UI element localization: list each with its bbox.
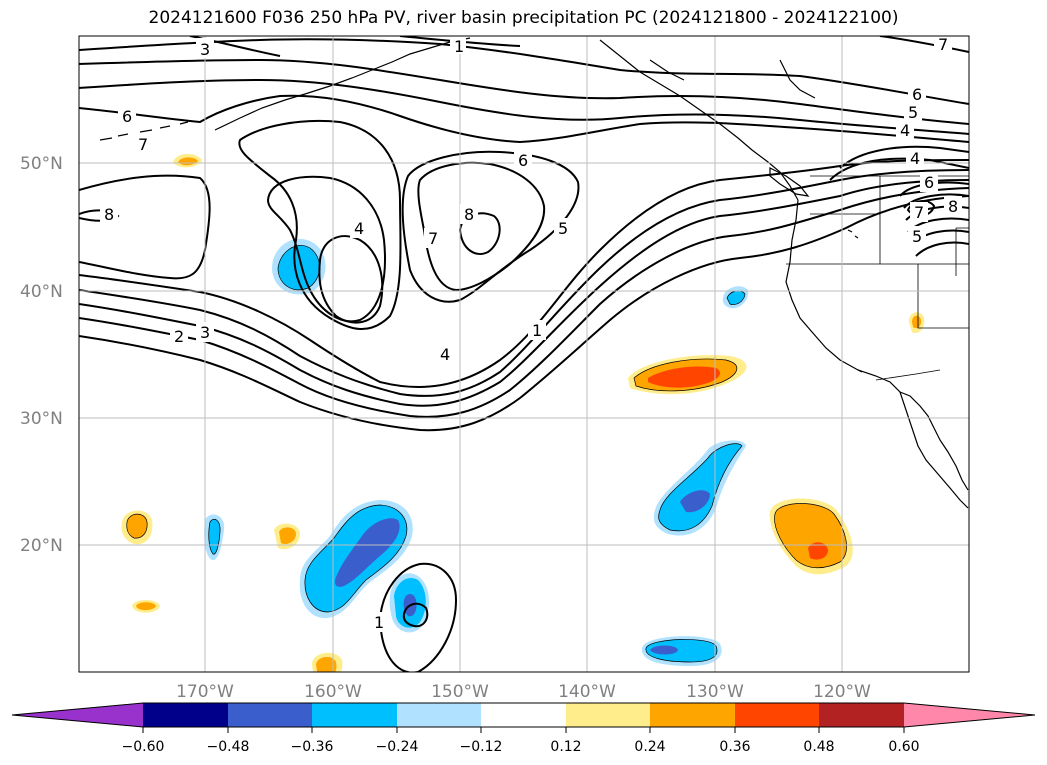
contour-label: 7	[428, 229, 438, 248]
colorbar-tick-label: −0.12	[460, 739, 503, 755]
contour-label: 6	[912, 85, 922, 104]
contour-label: 7	[938, 35, 948, 54]
colorbar-tick-label: −0.48	[207, 739, 250, 755]
lat-label: 30°N	[20, 409, 63, 429]
contour-label: 4	[910, 149, 920, 168]
contour-label: 7	[138, 135, 148, 154]
contour-label: 5	[908, 103, 918, 122]
colorbar-tick-label: −0.36	[291, 739, 334, 755]
colorbar-segment	[397, 703, 481, 727]
contour-label: 3	[200, 323, 210, 342]
colorbar-tick-label: 0.24	[634, 739, 665, 755]
contour-label: 6	[518, 151, 528, 170]
map-frame	[78, 35, 970, 673]
contour-label: 6	[924, 173, 934, 192]
contour-label: 7	[914, 203, 924, 222]
colorbar-segment	[143, 703, 228, 727]
colorbar-segment	[735, 703, 819, 727]
colorbar: −0.60 −0.48 −0.36 −0.24 −0.12 0.12 0.24 …	[11, 702, 1036, 755]
contour-label: 8	[104, 205, 114, 224]
colorbar-segment	[650, 703, 735, 727]
contour-label: 3	[200, 40, 210, 59]
contour-label: 4	[440, 345, 450, 364]
colorbar-extend-right	[904, 703, 1035, 727]
colorbar-tick-label: 0.60	[888, 739, 919, 755]
contour-label: 1	[532, 321, 542, 340]
lat-labels: 50°N 40°N 30°N 20°N	[20, 154, 63, 556]
colorbar-segment	[312, 703, 397, 727]
map-title: 2024121600 F036 250 hPa PV, river basin …	[148, 8, 899, 28]
precip-outlines	[126, 245, 847, 663]
borders	[786, 175, 969, 381]
contour-label: 5	[912, 227, 922, 246]
pv-contours	[79, 36, 969, 672]
contour-label: 4	[354, 219, 364, 238]
grid	[79, 36, 969, 672]
contour-label: 6	[122, 107, 132, 126]
contour-label: 8	[948, 197, 958, 216]
lon-label: 130°W	[686, 682, 744, 702]
contour-label: 1	[454, 37, 464, 56]
lat-label: 40°N	[20, 282, 63, 302]
contour-label: 1	[374, 613, 384, 632]
colorbar-tick-label: 0.36	[719, 739, 750, 755]
colorbar-tick-label: −0.24	[376, 739, 419, 755]
lon-label: 170°W	[176, 682, 234, 702]
colorbar-segment	[819, 703, 904, 727]
lon-label: 160°W	[304, 682, 362, 702]
lon-labels: 170°W 160°W 150°W 140°W 130°W 120°W	[176, 682, 871, 702]
lat-label: 50°N	[20, 154, 63, 174]
colorbar-segment	[481, 703, 566, 727]
colorbar-segment	[228, 703, 312, 727]
contour-label: 5	[558, 219, 568, 238]
colorbar-tick-label: −0.60	[122, 739, 165, 755]
contour-label: 8	[464, 205, 474, 224]
contour-label: 2	[174, 327, 184, 346]
contour-labels: 3 1 6 7 2 3 7 6 4 8 7 5 1 4	[100, 35, 962, 632]
colorbar-tick-label: 0.12	[550, 739, 581, 755]
lat-label: 20°N	[20, 536, 63, 556]
contour-label: 4	[900, 121, 910, 140]
colorbar-tick-label: 0.48	[803, 739, 834, 755]
colorbar-segment	[566, 703, 650, 727]
lon-label: 120°W	[813, 682, 871, 702]
lon-label: 150°W	[431, 682, 489, 702]
lon-label: 140°W	[558, 682, 616, 702]
colorbar-extend-left	[12, 703, 143, 727]
